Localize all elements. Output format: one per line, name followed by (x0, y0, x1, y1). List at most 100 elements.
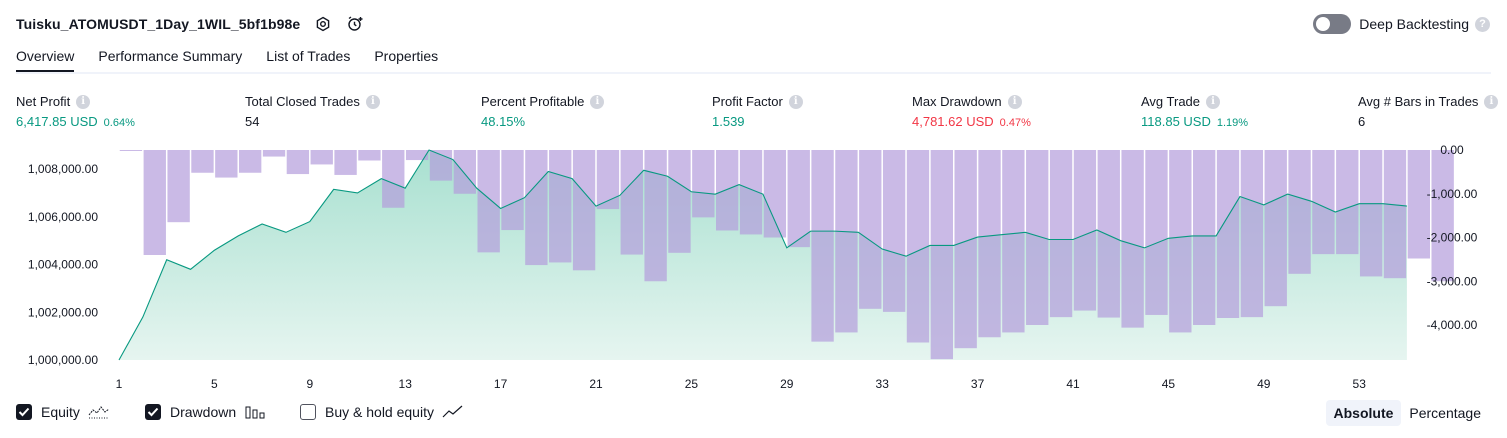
drawdown-icon (244, 404, 266, 420)
legend-label: Equity (41, 404, 80, 420)
tab-list-of-trades[interactable]: List of Trades (266, 48, 351, 64)
metric-profit-factor: Profit Factor i 1.539 (712, 94, 803, 129)
metric-max-drawdown: Max Drawdown i 4,781.62 USD 0.47% (912, 94, 1031, 129)
view-mode-toggle: Absolute Percentage (1325, 400, 1490, 426)
settings-icon[interactable] (314, 15, 332, 33)
drawdown-bar (143, 150, 166, 255)
drawdown-bar (787, 150, 810, 248)
drawdown-bar (978, 150, 1001, 338)
drawdown-bar (1073, 150, 1097, 311)
x-axis-tick: 29 (780, 377, 794, 391)
equity-line (118, 149, 1407, 361)
drawdown-bar (286, 150, 310, 175)
drawdown-bar (358, 150, 381, 161)
drawdown-bar (859, 150, 882, 309)
drawdown-bar (215, 150, 238, 178)
legend-drawdown[interactable]: Drawdown (145, 404, 266, 420)
percentage-button[interactable]: Percentage (1409, 405, 1481, 421)
right-axis-tick: -4,000.00 (1427, 318, 1478, 332)
drawdown-bar (477, 150, 500, 253)
left-axis-tick: 1,004,000.00 (28, 258, 98, 272)
drawdown-bar (525, 150, 548, 266)
legend-buy-hold-equity[interactable]: Buy & hold equity (300, 404, 464, 420)
equity-drawdown-chart[interactable]: 1,008,000.00 1,006,000.00 1,004,000.00 1,00… (0, 140, 1507, 398)
strategy-title: Tuisku_ATOMUSDT_1Day_1WIL_5bf1b98e (16, 16, 301, 32)
x-axis-tick: 5 (211, 377, 218, 391)
drawdown-checkbox[interactable] (145, 404, 161, 420)
drawdown-bar (1049, 150, 1073, 318)
metric-total-closed-trades: Total Closed Trades i 54 (245, 94, 380, 129)
drawdown-bar (835, 150, 858, 333)
drawdown-bar (572, 150, 596, 271)
metric-label: Avg # Bars in Trades (1358, 94, 1479, 109)
tab-performance-summary[interactable]: Performance Summary (98, 48, 243, 64)
metric-label: Avg Trade (1141, 94, 1201, 109)
drawdown-bar (1336, 150, 1359, 255)
legend-equity[interactable]: Equity (16, 404, 110, 420)
drawdown-bar (716, 150, 739, 231)
x-axis-tick: 33 (876, 377, 890, 391)
drawdown-bar (334, 150, 357, 175)
drawdown-bar (1097, 150, 1120, 318)
drawdown-bar (262, 150, 286, 157)
tab-properties[interactable]: Properties (374, 48, 439, 64)
info-icon[interactable]: i (1007, 94, 1022, 109)
drawdown-bar (668, 150, 691, 253)
drawdown-bar (453, 150, 476, 194)
info-icon[interactable]: i (1484, 94, 1499, 109)
right-axis-tick: -2,000.00 (1427, 231, 1478, 245)
left-axis-tick: 1,002,000.00 (28, 305, 98, 319)
drawdown-bar (1407, 150, 1430, 259)
left-axis-tick: 1,000,000.00 (28, 353, 98, 367)
metric-value: 54 (245, 114, 260, 129)
x-axis-tick: 21 (589, 377, 603, 391)
help-icon[interactable]: ? (1475, 16, 1490, 32)
metric-label: Net Profit (16, 94, 71, 109)
x-axis-tick: 53 (1353, 377, 1367, 391)
info-icon[interactable]: i (788, 94, 803, 109)
equity-checkbox[interactable] (16, 404, 32, 420)
drawdown-bar (549, 150, 572, 263)
info-icon[interactable]: i (1206, 94, 1221, 109)
x-axis-tick: 1 (116, 377, 123, 391)
deep-backtesting-toggle[interactable]: Deep Backtesting ? (1313, 14, 1490, 34)
absolute-button[interactable]: Absolute (1325, 400, 1402, 426)
metric-label: Total Closed Trades (245, 94, 360, 109)
drawdown-bar (501, 150, 524, 231)
buy-hold-checkbox[interactable] (300, 404, 316, 420)
metric-label: Percent Profitable (481, 94, 585, 109)
drawdown-bar (405, 150, 429, 161)
drawdown-bar (429, 150, 453, 181)
drawdown-bar (310, 150, 333, 165)
drawdown-bar (191, 150, 214, 173)
metric-value: 1.539 (712, 114, 745, 129)
drawdown-bar (167, 150, 190, 223)
strategy-header: Tuisku_ATOMUSDT_1Day_1WIL_5bf1b98e (16, 14, 364, 34)
info-icon[interactable]: i (365, 94, 380, 109)
right-axis-tick: -3,000.00 (1427, 274, 1478, 288)
toggle-switch[interactable] (1313, 14, 1352, 34)
drawdown-bar (644, 150, 667, 282)
drawdown-bar (930, 150, 953, 360)
right-axis-tick: -1,000.00 (1427, 187, 1478, 201)
metric-percent: 1.19% (1216, 117, 1249, 129)
metric-label: Profit Factor (712, 94, 783, 109)
metric-value: 4,781.62 USD (912, 114, 994, 129)
tab-overview[interactable]: Overview (16, 48, 75, 73)
drawdown-bar (382, 150, 405, 208)
equity-icon (88, 404, 110, 420)
x-axis-tick: 41 (1066, 377, 1080, 391)
tab-bar: Overview Performance Summary List of Tra… (16, 48, 462, 73)
drawdown-bar (1169, 150, 1192, 333)
info-icon[interactable]: i (76, 94, 91, 109)
drawdown-bar (811, 150, 834, 342)
drawdown-bar (739, 150, 763, 235)
drawdown-bar (119, 150, 143, 151)
add-alert-icon[interactable] (346, 15, 364, 33)
buy-hold-icon (442, 404, 464, 420)
info-icon[interactable]: i (590, 94, 605, 109)
drawdown-bar (1312, 150, 1335, 255)
x-axis-tick: 9 (306, 377, 313, 391)
drawdown-bar (1240, 150, 1264, 318)
x-axis-tick: 13 (399, 377, 413, 391)
